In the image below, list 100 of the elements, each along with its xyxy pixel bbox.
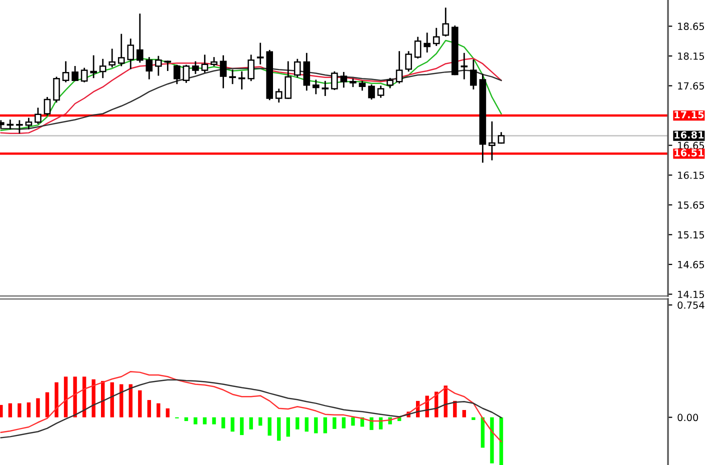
- y-tick-label: 0.00: [678, 414, 698, 422]
- bar: [64, 376, 68, 418]
- candlestick: [322, 80, 329, 96]
- candlestick: [99, 58, 106, 78]
- bar: [147, 400, 152, 418]
- candlestick: [136, 14, 144, 63]
- bar: [304, 417, 309, 432]
- y-tick-label: 17.65: [678, 82, 704, 90]
- candlestick: [488, 121, 496, 160]
- bar: [332, 417, 336, 429]
- bar: [110, 382, 114, 418]
- bar: [0, 404, 3, 418]
- candlestick: [127, 38, 134, 70]
- candlestick: [62, 61, 70, 82]
- candlestick: [442, 8, 450, 36]
- candlestick: [340, 72, 348, 88]
- candlestick: [90, 55, 97, 78]
- bar: [258, 417, 262, 426]
- line-series: [0, 40, 502, 132]
- candlestick: [108, 48, 116, 68]
- ref-line-label: 17.15: [674, 111, 704, 118]
- candlestick: [275, 88, 282, 103]
- bar: [194, 417, 198, 424]
- candlestick: [146, 57, 153, 80]
- y-tick-label: 16.65: [678, 142, 704, 150]
- bar: [370, 417, 374, 430]
- candlestick: [432, 28, 440, 46]
- candlestick: [256, 42, 264, 64]
- bar: [323, 417, 328, 434]
- bar: [120, 384, 124, 418]
- bar: [73, 376, 77, 418]
- bar: [499, 417, 504, 465]
- candlestick: [368, 84, 375, 100]
- line-series: [0, 379, 502, 438]
- bar: [249, 417, 253, 430]
- ref-line-label: 16.51: [674, 149, 704, 156]
- y-tick-label: 18.15: [678, 52, 704, 60]
- candlestick: [80, 68, 88, 82]
- candlestick: [405, 51, 412, 72]
- candlestick: [498, 132, 505, 144]
- y-tick-label: 15.65: [678, 201, 704, 209]
- candlestick: [414, 36, 422, 58]
- bar: [166, 408, 170, 418]
- bar: [342, 417, 346, 428]
- candlestick: [192, 61, 199, 74]
- bar: [45, 392, 50, 418]
- candlestick: [174, 64, 180, 84]
- bar: [138, 390, 142, 418]
- bar: [240, 417, 244, 436]
- bar: [156, 403, 160, 418]
- candlestick: [284, 61, 292, 99]
- bar: [453, 400, 457, 418]
- candlestick: [34, 108, 42, 124]
- candlestick: [25, 118, 32, 130]
- y-tick-label: 14.15: [678, 290, 704, 298]
- bar: [296, 417, 300, 430]
- bar: [268, 417, 272, 436]
- y-tick-label: 16.15: [678, 172, 704, 179]
- ref-line-label: 16.81: [674, 131, 704, 139]
- candlestick: [294, 58, 301, 78]
- bar: [26, 402, 31, 418]
- bar: [36, 398, 40, 418]
- candlestick: [312, 80, 320, 94]
- bar: [92, 379, 96, 418]
- candlestick: [331, 71, 338, 90]
- bar: [212, 417, 216, 424]
- y-tick-label: 14.65: [678, 260, 704, 268]
- candlestick: [182, 64, 190, 83]
- candlestick: [424, 32, 431, 53]
- bar: [128, 384, 132, 418]
- bar: [286, 417, 290, 437]
- bar: [472, 417, 476, 420]
- candlestick: [303, 52, 310, 91]
- candlestick: [72, 66, 78, 82]
- candlestick: [201, 54, 208, 73]
- candlestick: [155, 56, 162, 76]
- y-tick-label: 0.754: [678, 301, 704, 309]
- candlestick: [396, 51, 403, 84]
- bar: [230, 417, 234, 432]
- candlestick: [53, 76, 60, 103]
- candlestick: [460, 52, 468, 80]
- line-series: [0, 58, 502, 134]
- line-series: [0, 370, 502, 442]
- bar: [351, 417, 355, 426]
- candlestick: [220, 55, 227, 88]
- bar: [221, 417, 226, 428]
- y-tick-label: 15.15: [678, 231, 704, 238]
- bar: [314, 417, 318, 434]
- bar: [202, 417, 207, 424]
- candlestick: [164, 60, 172, 71]
- bar: [18, 403, 22, 418]
- candlestick: [470, 59, 477, 90]
- candlestick: [248, 54, 254, 82]
- bar: [277, 417, 281, 441]
- candlestick: [44, 96, 51, 116]
- candlestick: [118, 34, 125, 66]
- bar: [54, 382, 58, 418]
- candlestick: [377, 86, 384, 98]
- y-tick-label: 18.65: [678, 22, 704, 30]
- candlestick: [16, 120, 23, 134]
